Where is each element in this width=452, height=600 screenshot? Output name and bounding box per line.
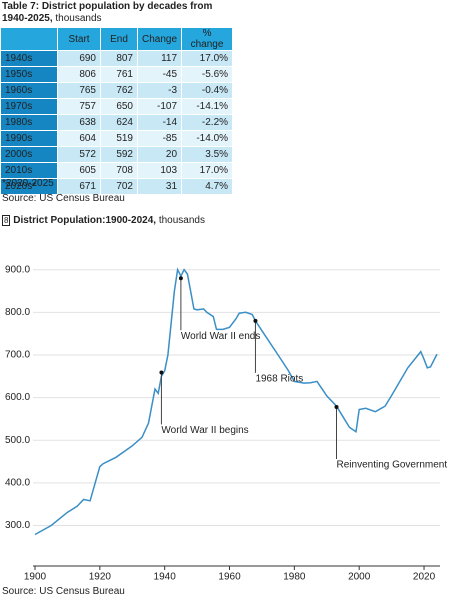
y-tick-label: 700.0: [5, 350, 30, 361]
cell: 4.7%: [181, 178, 234, 195]
cell: 708: [100, 162, 138, 179]
y-tick-label: 300.0: [5, 520, 30, 531]
x-tick-label: 1920: [89, 572, 112, 583]
row-label: 2000s: [0, 146, 58, 163]
header-cell: Change: [136, 27, 183, 51]
table-row: 1970s 757 650 -107 -14.1%: [0, 98, 234, 115]
header-cell: End: [100, 27, 138, 51]
table-title: Table 7: District population by decades …: [2, 1, 213, 24]
x-tick-label: 1940: [154, 572, 177, 583]
chart-subtitle: thousands: [158, 215, 205, 226]
cell: 17.0%: [181, 162, 234, 179]
cell: 592: [100, 146, 138, 163]
cell: 761: [100, 66, 138, 83]
x-tick-label: 1960: [218, 572, 241, 583]
cell: 807: [100, 50, 138, 67]
cell: -5.6%: [181, 66, 234, 83]
cell: -14: [136, 114, 183, 131]
table-row: 2000s 572 592 20 3.5%: [0, 146, 234, 163]
y-tick-label: 600.0: [5, 392, 30, 403]
cell: -2.2%: [181, 114, 234, 131]
cell: 3.5%: [181, 146, 234, 163]
cell: 762: [100, 82, 138, 99]
cell: 31: [136, 178, 183, 195]
row-label: 1950s: [0, 66, 58, 83]
cell: 604: [57, 130, 101, 147]
line: [34, 267, 438, 536]
chart-heading: 8 District Population:1900-2024, thousan…: [2, 215, 205, 226]
footnote: *2020-2025: [2, 178, 54, 189]
cell: 117: [136, 50, 183, 67]
header-cell: [0, 27, 58, 51]
table: Start End Change% change 1940s 690 807 117 17.0…: [0, 27, 234, 195]
annotation-label: World War II ends: [181, 331, 260, 342]
annotation-label: 1968 Riots: [255, 374, 303, 385]
y-tick-label: 500.0: [5, 435, 30, 446]
y-tick-label: 400.0: [5, 478, 30, 489]
x-tick-label: 2020: [413, 572, 436, 583]
annotation-point: [253, 318, 258, 323]
cell: 671: [57, 178, 101, 195]
cell: 690: [57, 50, 101, 67]
cell: -45: [136, 66, 183, 83]
cell: -85: [136, 130, 183, 147]
annotation-label: World War II begins: [161, 425, 248, 436]
table-heading: Table 7: District population by decades …: [2, 1, 232, 25]
table-row: 1960s 765 762 -3 -0.4%: [0, 82, 234, 99]
cell: 572: [57, 146, 101, 163]
header-cell: % change: [181, 27, 234, 51]
table-unit: thousands: [55, 13, 102, 24]
x-tick-label: 1900: [24, 572, 47, 583]
x-tick-label: 2000: [348, 572, 371, 583]
cell: -3: [136, 82, 183, 99]
cell: -14.0%: [181, 130, 234, 147]
cell: -107: [136, 98, 183, 115]
row-label: 1970s: [0, 98, 58, 115]
annotation-point: [159, 370, 164, 375]
cell: -0.4%: [181, 82, 234, 99]
cell: 605: [57, 162, 101, 179]
cell: 103: [136, 162, 183, 179]
cell: 650: [100, 98, 138, 115]
annotation-point: [334, 404, 339, 409]
cell: 757: [57, 98, 101, 115]
table-row: 2020s* 671 702 31 4.7%: [0, 178, 234, 195]
cell: 624: [100, 114, 138, 131]
cell: 17.0%: [181, 50, 234, 67]
cell: 519: [100, 130, 138, 147]
annotation-point: [178, 276, 183, 281]
row-label: 2010s: [0, 162, 58, 179]
table-row: 1940s 690 807 117 17.0%: [0, 50, 234, 67]
y-tick-label: 900.0: [5, 264, 30, 275]
cell: 20: [136, 146, 183, 163]
row-label: 1980s: [0, 114, 58, 131]
x-tick-label: 1980: [283, 572, 306, 583]
figure-number: 8: [2, 215, 11, 226]
table-row: 2010s 605 708 103 17.0%: [0, 162, 234, 179]
row-label: 1990s: [0, 130, 58, 147]
row-label: 1940s: [0, 50, 58, 67]
annotation-label: Reinventing Government: [337, 460, 448, 471]
row-label: 2020s*: [0, 178, 58, 195]
header-cell: Start: [57, 27, 101, 51]
cell: 765: [57, 82, 101, 99]
cell: -14.1%: [181, 98, 234, 115]
chart-source: Source: US Census Bureau: [2, 586, 125, 597]
header-row: Start End Change% change: [0, 27, 234, 51]
chart-title: District Population:1900-2024,: [13, 215, 157, 226]
cell: 806: [57, 66, 101, 83]
cell: 702: [100, 178, 138, 195]
table-row: 1980s 638 624 -14 -2.2%: [0, 114, 234, 131]
cell: 638: [57, 114, 101, 131]
row-label: 1960s: [0, 82, 58, 99]
table-row: 1990s 604 519 -85 -14.0%: [0, 130, 234, 147]
y-tick-label: 800.0: [5, 307, 30, 318]
table-row: 1950s 806 761 -45 -5.6%: [0, 66, 234, 83]
table-source: Source: US Census Bureau: [2, 193, 125, 204]
